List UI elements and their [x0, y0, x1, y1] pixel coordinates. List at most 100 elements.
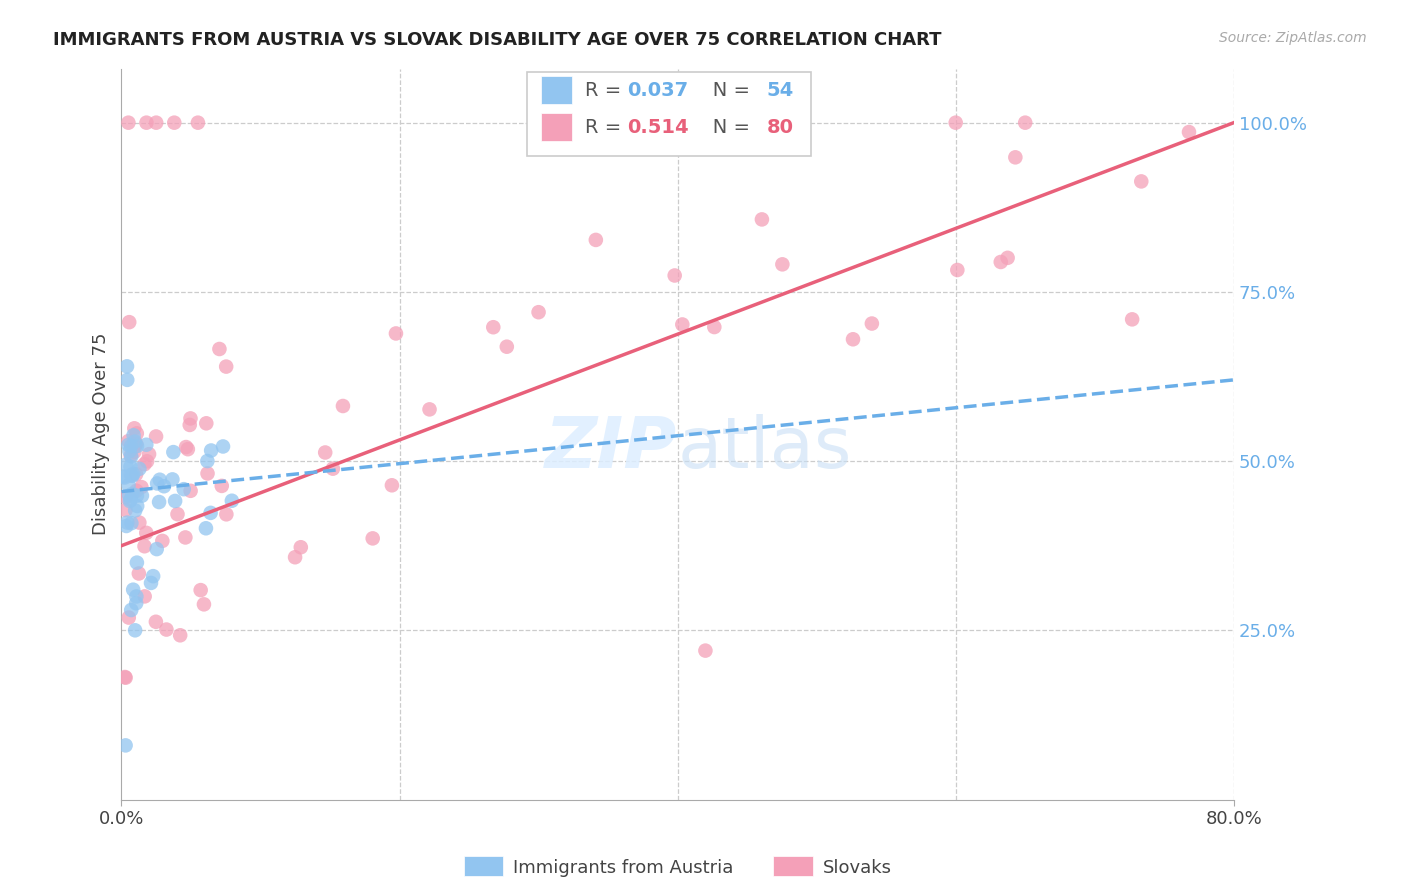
Point [121, 468, 143, 483]
Point [115, 519, 138, 533]
Point [770, 257, 793, 271]
Point [120, 449, 142, 463]
Point [118, 315, 141, 329]
Point [125, 426, 148, 441]
Point [134, 590, 156, 604]
Point [124, 434, 146, 449]
Point [179, 411, 201, 425]
Point [127, 499, 149, 513]
Point [1130, 174, 1153, 188]
Point [118, 494, 141, 508]
Point [173, 482, 195, 496]
Point [495, 340, 517, 354]
Point [1004, 150, 1026, 164]
Point [134, 539, 156, 553]
Point [117, 373, 139, 387]
Point [150, 533, 173, 548]
Point [117, 434, 139, 448]
Point [990, 255, 1012, 269]
Point [842, 332, 865, 346]
Point [117, 438, 139, 452]
Text: 0.514: 0.514 [627, 118, 689, 136]
Point [419, 402, 441, 417]
Point [145, 429, 167, 443]
Point [195, 417, 218, 431]
Point [695, 643, 717, 657]
Bar [541, 113, 572, 141]
Point [162, 472, 184, 486]
Point [385, 326, 408, 341]
Point [135, 438, 157, 452]
Point [124, 445, 146, 459]
Point [114, 671, 136, 685]
Point [128, 462, 150, 476]
Point [122, 582, 145, 597]
Point [527, 305, 550, 319]
Point [136, 454, 159, 468]
Point [125, 467, 148, 482]
Point [125, 556, 148, 570]
Point [163, 116, 186, 130]
Point [112, 469, 135, 483]
Point [145, 542, 167, 557]
Point [131, 489, 153, 503]
Point [945, 116, 967, 130]
Point [125, 439, 148, 453]
Point [1178, 125, 1201, 139]
Point [118, 444, 141, 458]
Point [703, 320, 725, 334]
Point [114, 470, 136, 484]
Point [165, 494, 187, 508]
Point [664, 268, 686, 283]
Text: N =: N = [695, 81, 756, 100]
Point [381, 478, 404, 492]
Point [122, 428, 145, 442]
Point [115, 490, 138, 504]
Point [114, 503, 136, 517]
Point [124, 421, 146, 435]
Point [195, 454, 218, 468]
Point [1014, 116, 1036, 130]
Point [134, 457, 156, 471]
FancyBboxPatch shape [527, 72, 811, 156]
Point [114, 739, 136, 753]
Point [125, 436, 148, 450]
Text: Source: ZipAtlas.com: Source: ZipAtlas.com [1219, 31, 1367, 45]
Point [146, 476, 169, 491]
Point [145, 615, 167, 629]
Point [145, 116, 167, 130]
Text: R =: R = [585, 81, 628, 100]
Point [200, 506, 222, 520]
Point [117, 478, 139, 492]
Text: 0.037: 0.037 [627, 81, 689, 100]
Point [125, 489, 148, 503]
Point [585, 233, 607, 247]
Point [149, 473, 172, 487]
Point [139, 576, 162, 591]
Text: 80: 80 [766, 118, 793, 136]
Point [131, 480, 153, 494]
Point [180, 483, 202, 498]
Point [166, 507, 188, 521]
Point [482, 320, 505, 334]
Bar [541, 77, 572, 104]
Point [197, 467, 219, 481]
Point [124, 503, 146, 517]
Point [120, 468, 142, 483]
Point [1243, 116, 1265, 130]
Point [120, 450, 142, 464]
Text: Immigrants from Austria: Immigrants from Austria [513, 859, 734, 877]
Point [215, 508, 238, 522]
Point [997, 251, 1019, 265]
Point [122, 467, 145, 481]
Text: 54: 54 [766, 81, 794, 100]
Point [174, 531, 197, 545]
Point [162, 445, 184, 459]
Point [120, 439, 142, 453]
Text: Slovaks: Slovaks [823, 859, 891, 877]
Point [128, 566, 150, 581]
Point [117, 516, 139, 530]
Point [124, 440, 146, 454]
Text: R =: R = [585, 118, 628, 136]
Point [117, 116, 139, 130]
